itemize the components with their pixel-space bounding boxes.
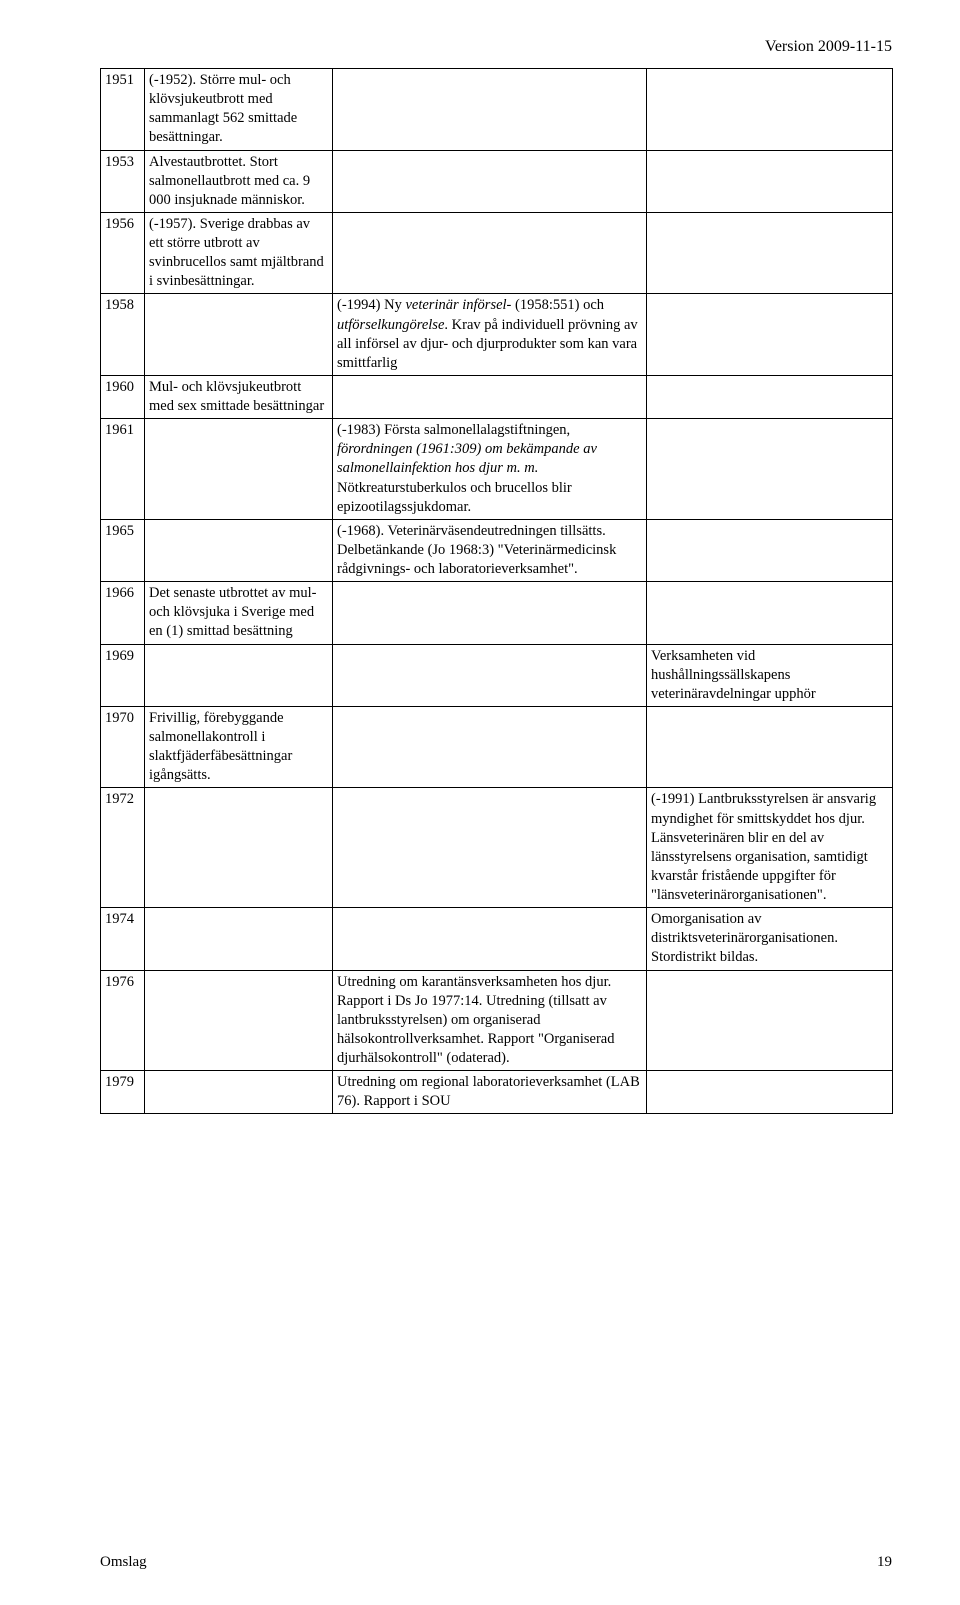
- year-cell: 1974: [101, 908, 145, 970]
- year-cell: 1965: [101, 519, 145, 581]
- version-line: Version 2009-11-15: [100, 38, 892, 56]
- legislation-cell: [333, 582, 647, 644]
- year-cell: 1960: [101, 375, 145, 418]
- table-row: 1965 (-1968). Veterinärväsendeutredningen…: [101, 519, 893, 581]
- year-cell: 1956: [101, 212, 145, 294]
- history-table: 1951(-1952). Större mul- och klövsjukeut…: [100, 68, 893, 1114]
- organisation-cell: [647, 212, 893, 294]
- event-cell: [145, 419, 333, 520]
- table-row: 1960Mul- och klövsjukeutbrott med sex sm…: [101, 375, 893, 418]
- event-cell: Alvestautbrottet. Stort salmonellautbrot…: [145, 150, 333, 212]
- legislation-cell: Utredning om regional laboratorieverksam…: [333, 1071, 647, 1114]
- legislation-cell: [333, 375, 647, 418]
- event-cell: Mul- och klövsjukeutbrott med sex smitta…: [145, 375, 333, 418]
- organisation-cell: Omorganisation av distriktsveterinärorga…: [647, 908, 893, 970]
- legislation-cell: (-1983) Första salmonellalagstiftningen,…: [333, 419, 647, 520]
- event-cell: (-1952). Större mul- och klövsjukeutbrot…: [145, 69, 333, 151]
- year-cell: 1966: [101, 582, 145, 644]
- legislation-cell: [333, 644, 647, 706]
- organisation-cell: [647, 375, 893, 418]
- event-cell: [145, 1071, 333, 1114]
- legislation-cell: [333, 908, 647, 970]
- table-row: 1961 (-1983) Första salmonellalagstiftnin…: [101, 419, 893, 520]
- year-cell: 1969: [101, 644, 145, 706]
- organisation-cell: [647, 69, 893, 151]
- year-cell: 1972: [101, 788, 145, 908]
- legislation-cell: [333, 150, 647, 212]
- organisation-cell: [647, 294, 893, 376]
- organisation-cell: [647, 419, 893, 520]
- table-row: 1951(-1952). Större mul- och klövsjukeut…: [101, 69, 893, 151]
- event-cell: Det senaste utbrottet av mul- och klövsj…: [145, 582, 333, 644]
- organisation-cell: [647, 706, 893, 788]
- legislation-cell: [333, 706, 647, 788]
- table-row: 1979 Utredning om regional laboratoriever…: [101, 1071, 893, 1114]
- page-footer: Omslag 19: [100, 1554, 892, 1571]
- organisation-cell: [647, 582, 893, 644]
- event-cell: [145, 788, 333, 908]
- organisation-cell: [647, 519, 893, 581]
- table-row: 1976 Utredning om karantänsverksamheten h…: [101, 970, 893, 1071]
- footer-right-page-number: 19: [877, 1554, 892, 1571]
- year-cell: 1951: [101, 69, 145, 151]
- legislation-cell: [333, 69, 647, 151]
- event-cell: [145, 519, 333, 581]
- table-row: 1956(-1957). Sverige drabbas av ett stör…: [101, 212, 893, 294]
- table-row: 1970Frivillig, förebyggande salmonellako…: [101, 706, 893, 788]
- table-row: 1953Alvestautbrottet. Stort salmonellaut…: [101, 150, 893, 212]
- table-row: 1974 Omorganisation av distriktsveterinär…: [101, 908, 893, 970]
- event-cell: Frivillig, förebyggande salmonellakontro…: [145, 706, 333, 788]
- event-cell: [145, 970, 333, 1071]
- organisation-cell: [647, 150, 893, 212]
- organisation-cell: Verksamheten vid hushållningssällskapens…: [647, 644, 893, 706]
- table-row: 1969 Verksamheten vid hushållningssällska…: [101, 644, 893, 706]
- legislation-cell: (-1968). Veterinärväsendeutredningen til…: [333, 519, 647, 581]
- organisation-cell: [647, 970, 893, 1071]
- year-cell: 1953: [101, 150, 145, 212]
- legislation-cell: [333, 788, 647, 908]
- table-row: 1966Det senaste utbrottet av mul- och kl…: [101, 582, 893, 644]
- event-cell: [145, 294, 333, 376]
- legislation-cell: Utredning om karantänsverksamheten hos d…: [333, 970, 647, 1071]
- year-cell: 1976: [101, 970, 145, 1071]
- year-cell: 1979: [101, 1071, 145, 1114]
- year-cell: 1961: [101, 419, 145, 520]
- legislation-cell: [333, 212, 647, 294]
- table-row: 1972 (-1991) Lantbruksstyrelsen är ansvar…: [101, 788, 893, 908]
- year-cell: 1970: [101, 706, 145, 788]
- event-cell: [145, 908, 333, 970]
- event-cell: [145, 644, 333, 706]
- organisation-cell: (-1991) Lantbruksstyrelsen är ansvarig m…: [647, 788, 893, 908]
- table-row: 1958 (-1994) Ny veterinär införsel- (1958…: [101, 294, 893, 376]
- footer-left: Omslag: [100, 1554, 147, 1571]
- document-page: Version 2009-11-15 1951(-1952). Större m…: [0, 0, 960, 1605]
- event-cell: (-1957). Sverige drabbas av ett större u…: [145, 212, 333, 294]
- year-cell: 1958: [101, 294, 145, 376]
- organisation-cell: [647, 1071, 893, 1114]
- legislation-cell: (-1994) Ny veterinär införsel- (1958:551…: [333, 294, 647, 376]
